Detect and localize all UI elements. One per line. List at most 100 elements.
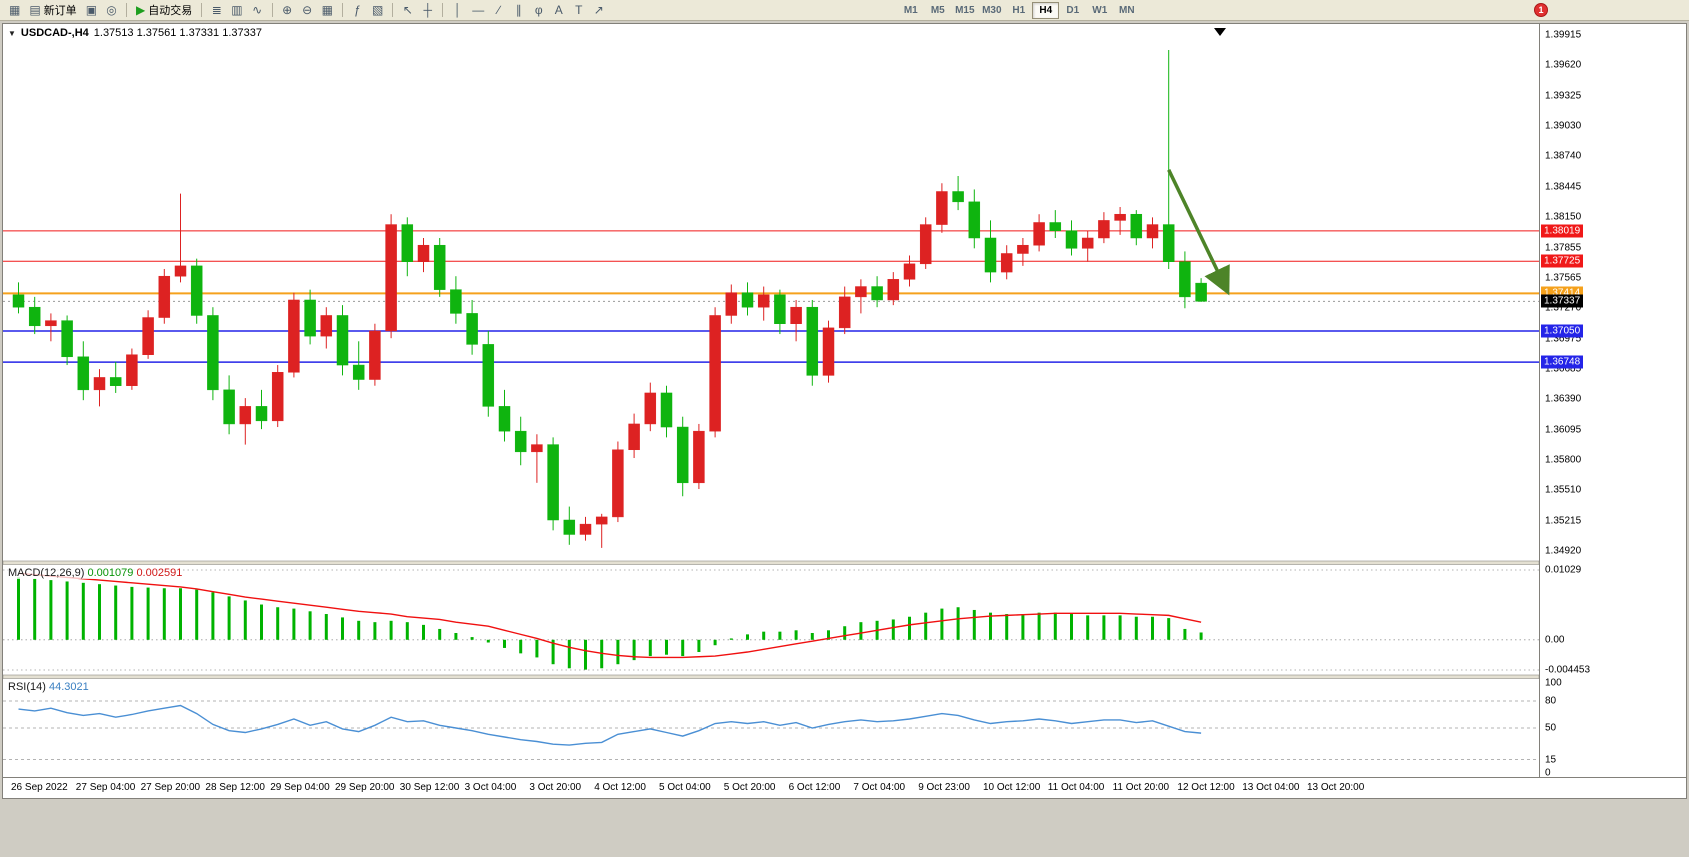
text-icon: A [554, 3, 563, 17]
alerts-icon: ◎ [106, 3, 117, 17]
price-tick-label: 1.39325 [1545, 90, 1582, 102]
price-level-badge: 1.37725 [1541, 254, 1584, 268]
price-tick-label: 1.39030 [1545, 120, 1582, 132]
toolbar-separator [442, 3, 444, 17]
new-order-label: 新订单 [43, 5, 77, 17]
fibonacci-button[interactable]: φ [529, 2, 548, 19]
price-level-badge: 1.37050 [1541, 324, 1584, 338]
time-tick-label: 4 Oct 12:00 [594, 782, 646, 793]
trendline-button[interactable]: ∕ [489, 2, 508, 19]
fibonacci-icon: φ [534, 3, 543, 17]
bar-chart-button[interactable]: ≣ [207, 2, 226, 19]
time-tick-label: 28 Sep 12:00 [205, 782, 265, 793]
time-tick-label: 7 Oct 04:00 [853, 782, 906, 793]
chart-windows-button[interactable]: ▣ [82, 2, 101, 19]
equidistant-channel-icon: ∥ [515, 3, 522, 17]
vertical-line-button[interactable]: │ [448, 2, 467, 19]
cursor-button[interactable]: ↖ [398, 2, 417, 19]
equidistant-channel-button[interactable]: ∥ [509, 2, 528, 19]
rsi-tick-label: 80 [1545, 695, 1557, 707]
time-tick-label: 11 Oct 04:00 [1047, 782, 1105, 793]
horizontal-line-icon: ― [472, 3, 485, 17]
macd-tick-label: 0.00 [1545, 634, 1565, 646]
tile-windows-button[interactable]: ▦ [318, 2, 337, 19]
macd-indicator-label: MACD(12,26,9) 0.001079 0.002591 [8, 567, 183, 579]
symbol-collapse-icon[interactable]: ▼ [8, 28, 16, 38]
zoom-out-button[interactable]: ⊖ [298, 2, 317, 19]
time-tick-label: 27 Sep 20:00 [140, 782, 201, 793]
cursor-icon: ↖ [402, 3, 413, 17]
autotrading-icon: ▶ [136, 3, 146, 17]
toolbar-separator [201, 3, 203, 17]
notifications-badge[interactable]: 1 [1534, 3, 1548, 17]
price-tick-label: 1.34920 [1545, 545, 1582, 557]
alerts-button[interactable]: ◎ [102, 2, 121, 19]
chart-windows-icon: ▣ [85, 3, 98, 17]
price-tick-label: 1.36975 [1545, 333, 1582, 345]
symbol-period-label: USDCAD-,H4 [20, 27, 89, 39]
time-tick-label: 27 Sep 04:00 [75, 782, 136, 793]
horizontal-level-lines[interactable] [3, 230, 1539, 363]
timeframe-button-W1[interactable]: W1 [1092, 4, 1108, 16]
text-label-icon: T [575, 3, 583, 17]
price-tick-label: 1.37565 [1545, 272, 1582, 284]
templates-icon: ▧ [371, 3, 384, 17]
crosshair-icon: ┼ [423, 3, 433, 17]
price-chart-canvas[interactable] [3, 24, 1539, 777]
crosshair-button[interactable]: ┼ [418, 2, 437, 19]
timeframe-button-M1[interactable]: M1 [903, 4, 918, 16]
timeframe-button-M5[interactable]: M5 [930, 4, 945, 16]
price-tick-label: 1.39620 [1545, 59, 1582, 71]
rsi-indicator-label: RSI(14) 44.3021 [8, 681, 89, 693]
bar-chart-icon: ≣ [211, 3, 222, 17]
timeframe-button-H1[interactable]: H1 [1012, 4, 1026, 16]
timeframe-button-MN[interactable]: MN [1119, 4, 1135, 16]
candlestick-chart-button[interactable]: ▥ [227, 2, 246, 19]
trend-arrow-annotation[interactable] [1167, 169, 1230, 296]
price-tick-label: 1.37855 [1545, 242, 1582, 254]
time-tick-label: 6 Oct 12:00 [788, 782, 841, 793]
new-order-button[interactable]: ▤ 新订单 [25, 2, 80, 19]
autotrading-label: 自动交易 [148, 5, 193, 17]
timeframe-button-H4[interactable]: H4 [1032, 1, 1060, 19]
new-chart-button[interactable]: ▦ [5, 2, 24, 19]
price-tick-label: 1.35215 [1545, 515, 1582, 527]
price-tick-label: 1.38740 [1545, 150, 1582, 162]
timeframe-button-M15[interactable]: M15 [955, 4, 975, 16]
price-tick-label: 1.35800 [1545, 454, 1582, 466]
trendline-icon: ∕ [497, 3, 500, 17]
timeframe-button-M30[interactable]: M30 [982, 4, 1002, 16]
line-chart-button[interactable]: ∿ [248, 2, 267, 19]
tile-windows-icon: ▦ [321, 3, 333, 17]
chart-shift-marker[interactable] [1214, 28, 1226, 36]
time-tick-label: 29 Sep 20:00 [335, 782, 395, 793]
current-price-badge: 1.37337 [1541, 294, 1584, 308]
zoom-in-button[interactable]: ⊕ [278, 2, 297, 19]
text-button[interactable]: A [549, 2, 568, 19]
macd-signal-line [18, 572, 1202, 659]
price-level-badge: 1.38019 [1541, 224, 1584, 238]
macd-tick-label: -0.004453 [1545, 664, 1591, 676]
arrows-button[interactable]: ↗ [589, 2, 608, 19]
horizontal-line-button[interactable]: ― [468, 2, 488, 19]
text-label-button[interactable]: T [569, 2, 588, 19]
autotrading-button[interactable]: ▶ 自动交易 [132, 2, 196, 19]
timeframe-button-D1[interactable]: D1 [1066, 4, 1080, 16]
chart-title: ▼ USDCAD-,H4 1.37513 1.37561 1.37331 1.3… [8, 27, 262, 39]
time-axis[interactable]: 26 Sep 2022 27 Sep 04:00 27 Sep 20:00 28 Se… [3, 777, 1686, 797]
toolbar-separator [126, 3, 128, 17]
price-axis[interactable]: 1.39915 1.39620 1.39325 1.39030 1.38740 1.384… [1539, 24, 1686, 779]
time-tick-label: 10 Oct 12:00 [983, 782, 1041, 793]
toolbar-separator [341, 3, 343, 17]
indicators-button[interactable]: ƒ [348, 2, 367, 19]
panel-splitter[interactable] [3, 674, 1539, 679]
time-tick-label: 30 Sep 12:00 [399, 782, 460, 793]
templates-button[interactable]: ▧ [368, 2, 387, 19]
macd-tick-label: 0.01029 [1545, 564, 1582, 576]
time-tick-label: 12 Oct 12:00 [1177, 782, 1235, 793]
panel-splitter[interactable] [3, 560, 1539, 565]
candlestick-series [12, 49, 1207, 548]
new-chart-icon: ▦ [9, 3, 21, 17]
price-tick-label: 1.36390 [1545, 393, 1582, 405]
time-tick-label: 13 Oct 20:00 [1307, 782, 1365, 793]
